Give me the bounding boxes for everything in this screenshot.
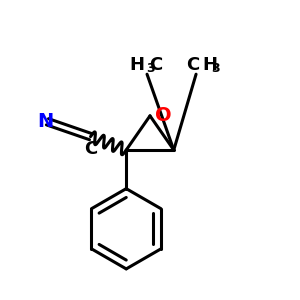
Text: 3: 3 [211,62,220,75]
Text: O: O [155,106,172,125]
Text: C: C [187,56,200,74]
Text: C: C [149,56,162,74]
Text: C: C [85,140,98,158]
Text: H: H [202,56,217,74]
Text: 3: 3 [146,62,154,75]
Text: N: N [37,112,53,131]
Text: H: H [129,56,144,74]
